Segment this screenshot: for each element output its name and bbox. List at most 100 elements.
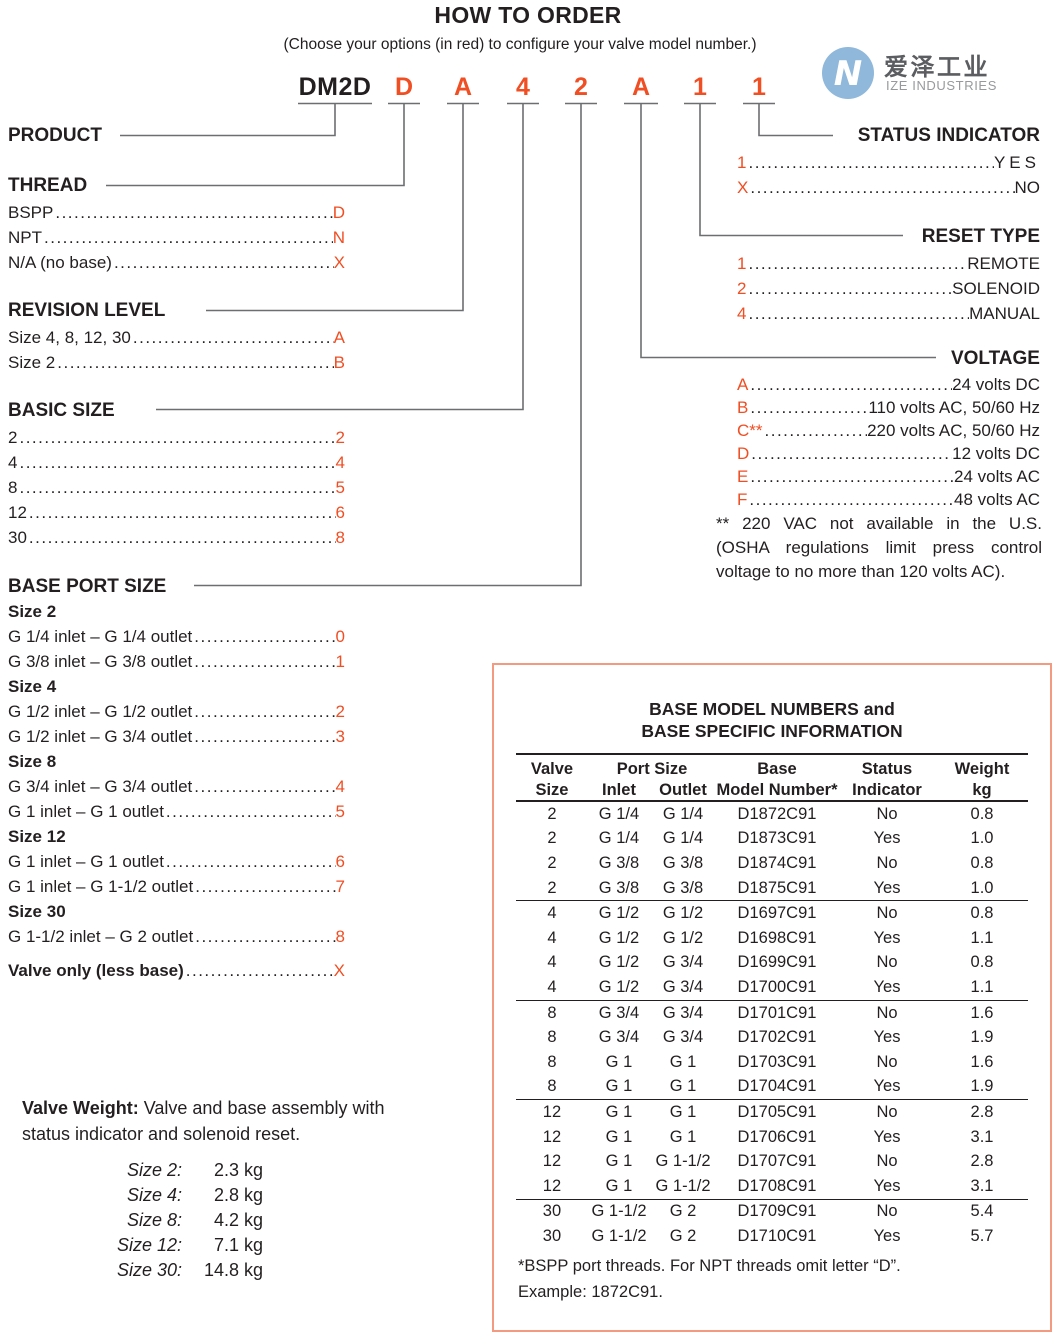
cell-status-indicator: No	[876, 1102, 898, 1121]
table-row: 2 G 1/4 G 1/4 D1873C91 Yes 1.0	[516, 827, 1028, 852]
option-label: 24 volts DC	[952, 375, 1040, 394]
cell-status-indicator: No	[876, 1003, 898, 1022]
cell-base-model-number: D1708C91	[737, 1176, 817, 1195]
option-row: G 1/4 inlet – G 1/4 outlet 0	[8, 624, 345, 649]
cell-outlet: G 1-1/2	[655, 1152, 711, 1171]
option-code: 1	[335, 652, 345, 671]
cell-base-model-number: D1700C91	[737, 977, 817, 996]
dot-leader	[747, 488, 954, 511]
model-segment-reset: 1	[693, 73, 707, 101]
table-row: 4 G 1/2 G 3/4 D1700C91 Yes 1.1	[516, 975, 1028, 1000]
table-title-line2: BASE SPECIFIC INFORMATION	[641, 721, 903, 741]
option-row: 1 REMOTE	[737, 251, 1040, 276]
option-code: 6	[335, 852, 345, 871]
option-row: 4 MANUAL	[737, 301, 1040, 326]
option-row: G 3/8 inlet – G 3/8 outlet 1	[8, 649, 345, 674]
option-code: 5	[335, 478, 345, 497]
reset-type-options: 1 REMOTE 2 SOLENOID 4 MANUAL	[737, 251, 1040, 326]
cell-outlet: G 3/8	[662, 878, 704, 897]
option-row: G 3/4 inlet – G 3/4 outlet 4	[8, 774, 345, 799]
section-title-reset-type: RESET TYPE	[921, 226, 1040, 247]
cell-status-indicator: Yes	[873, 928, 901, 947]
cell-inlet: G 1	[605, 1176, 633, 1195]
col-header-weight: Weight	[954, 760, 1010, 778]
option-label: REMOTE	[967, 254, 1040, 273]
cell-outlet: G 3/4	[662, 1003, 704, 1022]
option-code: 1	[737, 254, 747, 273]
cell-valve-size: 12	[542, 1152, 562, 1171]
option-code: A	[737, 375, 749, 394]
option-row: 2 SOLENOID	[737, 276, 1040, 301]
weight-size-label: Size 8:	[126, 1210, 182, 1230]
dot-leader	[112, 250, 334, 275]
dot-leader	[53, 200, 332, 225]
table-title: BASE MODEL NUMBERS and BASE SPECIFIC INF…	[494, 698, 1050, 742]
basic-size-options: 2 2 4 4 8 5 12 6 30 8	[8, 425, 345, 550]
dot-leader	[748, 373, 952, 396]
option-label: 48 volts AC	[954, 490, 1040, 509]
option-label: 4	[8, 453, 18, 472]
option-row: B 110 volts AC, 50/60 Hz	[737, 396, 1040, 419]
option-label: Size 4	[8, 677, 57, 696]
option-label: G 1/2 inlet – G 3/4 outlet	[8, 727, 193, 746]
valve-weight-row: Size 8: 4.2 kg	[22, 1208, 263, 1233]
option-code: B	[333, 353, 345, 372]
cell-outlet: G 1	[669, 1102, 697, 1121]
cell-weight: 0.8	[970, 853, 994, 872]
cell-status-indicator: Yes	[873, 1176, 901, 1195]
weight-value: 2.3 kg	[213, 1160, 263, 1180]
svg-text:N: N	[834, 54, 862, 94]
col-header-outlet: Outlet	[659, 780, 707, 799]
option-code: 4	[335, 777, 345, 796]
cell-outlet: G 1/2	[662, 904, 704, 923]
cell-base-model-number: D1706C91	[737, 1127, 817, 1146]
table-footnote-line1: *BSPP port threads. For NPT threads omit…	[518, 1256, 901, 1275]
option-code: 6	[335, 503, 345, 522]
cell-valve-size: 2	[547, 853, 557, 872]
table-row: 2 G 1/4 G 1/4 D1872C91 No 0.8	[516, 801, 1028, 827]
option-label: G 1 inlet – G 1 outlet	[8, 802, 164, 821]
option-code: X	[737, 178, 749, 197]
thread-options: BSPP D NPT N N/A (no base) X	[8, 200, 345, 275]
cell-valve-size: 30	[542, 1202, 562, 1221]
cell-valve-size: 12	[542, 1176, 562, 1195]
cell-weight: 2.8	[970, 1102, 994, 1121]
option-code: 4	[737, 304, 747, 323]
base-port-size-options: Size 2 G 1/4 inlet – G 1/4 outlet 0 G 3/…	[8, 599, 345, 983]
cell-status-indicator: No	[876, 904, 898, 923]
dot-leader	[192, 624, 335, 649]
weight-value: 4.2 kg	[213, 1210, 263, 1230]
option-label: 30	[8, 528, 27, 547]
valve-weight-list: Size 2: 2.3 kg Size 4: 2.8 kg Size 8: 4.…	[22, 1158, 263, 1283]
option-row: BSPP D	[8, 200, 345, 225]
cell-outlet: G 3/8	[662, 853, 704, 872]
cell-valve-size: 2	[547, 804, 557, 823]
table-row: 8 G 1 G 1 D1703C91 No 1.6	[516, 1050, 1028, 1075]
col-header-base: Base	[757, 760, 797, 778]
cell-base-model-number: D1872C91	[737, 804, 817, 823]
table-row: 4 G 1/2 G 1/2 D1698C91 Yes 1.1	[516, 926, 1028, 951]
cell-status-indicator: No	[876, 853, 898, 872]
dot-leader	[748, 175, 1014, 200]
cell-base-model-number: D1710C91	[737, 1226, 817, 1245]
option-row: Size 8	[8, 749, 345, 774]
cell-valve-size: 4	[547, 977, 557, 996]
dot-leader	[55, 350, 333, 375]
cell-outlet: G 1	[669, 1077, 697, 1096]
model-segment-product: DM2D	[298, 73, 372, 101]
page-subtitle: (Choose your options (in red) to configu…	[283, 36, 757, 53]
base-model-table-panel: BASE MODEL NUMBERS and BASE SPECIFIC INF…	[492, 663, 1052, 1332]
option-code: 0	[335, 627, 345, 646]
option-label: G 3/8 inlet – G 3/8 outlet	[8, 652, 193, 671]
dot-leader	[184, 958, 334, 983]
cell-base-model-number: D1874C91	[737, 853, 817, 872]
model-segment-status: 1	[752, 73, 766, 101]
cell-status-indicator: Yes	[873, 829, 901, 848]
option-code: 4	[335, 453, 345, 472]
option-row: G 1 inlet – G 1-1/2 outlet 7	[8, 874, 345, 899]
option-code: D	[737, 444, 750, 463]
option-label: 8	[8, 478, 18, 497]
cell-status-indicator: No	[876, 1152, 898, 1171]
option-label: 24 volts AC	[954, 467, 1040, 486]
cell-valve-size: 8	[547, 1003, 557, 1022]
